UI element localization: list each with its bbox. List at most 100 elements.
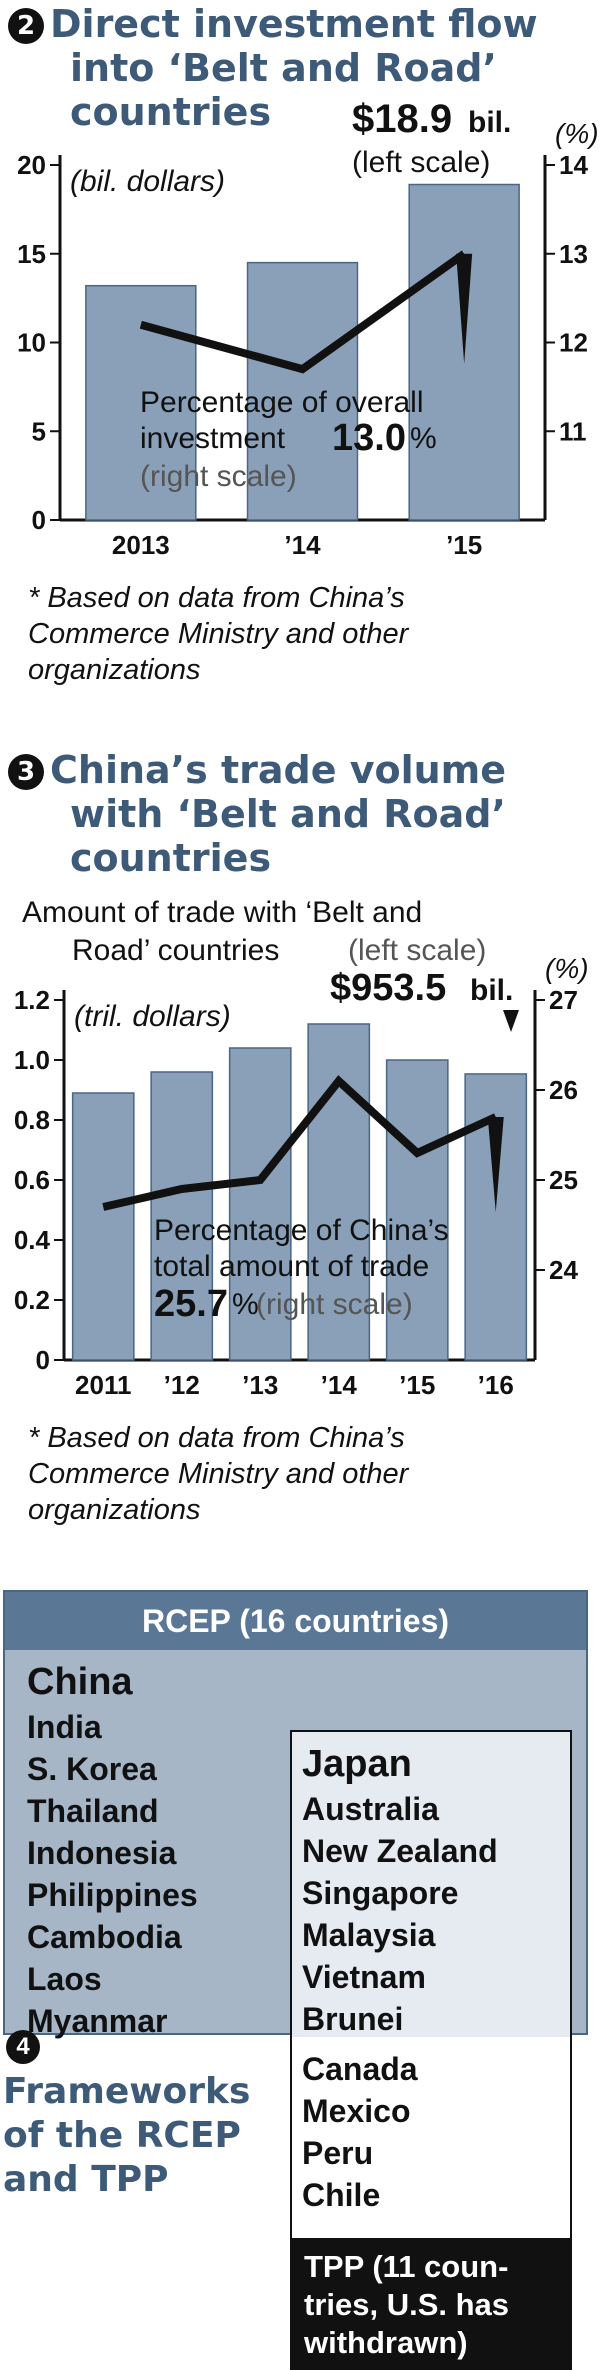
section2-note-line1: * Based on data from China’s xyxy=(28,582,405,614)
right-tick-label: 25 xyxy=(549,1165,578,1195)
line-callout-pointer xyxy=(456,253,473,364)
left-axis-unit: (tril. dollars) xyxy=(74,1000,231,1033)
section4-number-badge: 4 xyxy=(6,2030,40,2064)
line-callout-line1: Percentage of overall xyxy=(140,386,424,419)
series-label-line2: Road’ countries xyxy=(72,934,279,967)
frameworks-title: Frameworks of the RCEP and TPP xyxy=(3,2070,283,2202)
section3-note-line3: organizations xyxy=(28,1494,201,1526)
left-tick-label: 10 xyxy=(17,328,46,358)
left-axis-unit: (bil. dollars) xyxy=(70,165,225,198)
bar xyxy=(150,1071,214,1361)
country-item: Brunei xyxy=(302,2001,404,2037)
bar-callout-unit: bil. xyxy=(470,974,513,1007)
section2-number-badge: 2 xyxy=(8,8,44,44)
left-tick-label: 0 xyxy=(36,1345,50,1375)
x-tick-label: 2013 xyxy=(112,530,170,560)
right-tick-label: 27 xyxy=(549,985,578,1015)
right-tick-label: 11 xyxy=(559,416,587,446)
frameworks-title-line2: of the RCEP xyxy=(3,2115,241,2156)
both-list: Japan Australia New Zealand Singapore Ma… xyxy=(302,1740,498,2040)
frameworks-title-line3: and TPP xyxy=(3,2159,169,2200)
section3-note: * Based on data from China’s Commerce Mi… xyxy=(28,1420,588,1528)
right-tick-label: 14 xyxy=(559,150,588,180)
x-tick-label: ’15 xyxy=(399,1370,435,1400)
line-callout-scale: (right scale) xyxy=(256,1288,413,1321)
left-tick-label: 20 xyxy=(17,150,46,180)
trade-chart: Amount of trade with ‘Belt and Road’ coun… xyxy=(14,896,589,1400)
left-tick-label: 0 xyxy=(32,505,46,535)
percentage-line xyxy=(102,1075,498,1211)
frameworks-title-line1: Frameworks xyxy=(3,2071,251,2112)
left-tick-label: 5 xyxy=(32,416,46,446)
country-item: Singapore xyxy=(302,1875,459,1911)
section2-title-line1: Direct investment flow xyxy=(50,2,538,46)
bar xyxy=(246,261,359,521)
x-tick-label: ’14 xyxy=(321,1370,358,1400)
x-tick-label: ’13 xyxy=(242,1370,278,1400)
line-callout-pointer xyxy=(487,1117,504,1212)
section2-title-line2: into ‘Belt and Road’ xyxy=(70,46,497,90)
right-tick-label: 26 xyxy=(549,1075,578,1105)
country-item: Laos xyxy=(27,1961,102,1997)
tpp-label-line1: TPP (11 coun- xyxy=(304,2249,509,2284)
left-tick-label: 15 xyxy=(17,239,46,269)
line-callout-line2: total amount of trade xyxy=(154,1250,429,1283)
tpp-label: TPP (11 coun- tries, U.S. has withdrawn) xyxy=(292,2238,570,2368)
bar xyxy=(71,1092,135,1361)
series-label-scale: (left scale) xyxy=(348,934,486,967)
section2-note: * Based on data from China’s Commerce Mi… xyxy=(28,580,588,688)
bar-callout-value: $953.5 xyxy=(330,967,446,1009)
series-label-line1: Amount of trade with ‘Belt and xyxy=(22,896,422,929)
frameworks-diagram: RCEP (16 countries) China India S. Korea… xyxy=(0,1590,600,2370)
section2-note-line3: organizations xyxy=(28,654,201,686)
country-item: Mexico xyxy=(302,2093,411,2129)
left-tick-label: 1.0 xyxy=(14,1045,50,1075)
country-item: Thailand xyxy=(27,1793,159,1829)
bar-callout-value: $18.9 xyxy=(352,97,452,141)
rcep-tpp-overlap xyxy=(292,1732,570,2037)
right-tick-label: 24 xyxy=(549,1255,578,1285)
bar xyxy=(464,1073,528,1361)
investment-chart: 0 5 10 15 20 11 12 13 14 (bil. dollars) (%) 2013 ’14… xyxy=(17,97,599,560)
line-callout-pct: % xyxy=(232,1288,259,1321)
x-tick-label: ’12 xyxy=(164,1370,200,1400)
line-callout-pct: % xyxy=(410,422,437,455)
bar xyxy=(385,1059,449,1361)
section3-number-badge: 3 xyxy=(8,754,44,790)
left-tick-label: 0.6 xyxy=(14,1165,50,1195)
right-axis-unit: (%) xyxy=(545,953,589,984)
bar-callout-scale: (left scale) xyxy=(352,146,490,179)
tpp-only-list: Canada Mexico Peru Chile xyxy=(302,2048,418,2216)
right-tick-label: 13 xyxy=(559,239,588,269)
country-china: China xyxy=(27,1661,133,1703)
country-item: Vietnam xyxy=(302,1959,426,1995)
line-callout-scale: (right scale) xyxy=(140,460,297,493)
line-callout-value: 25.7 xyxy=(154,1283,228,1325)
country-item: Myanmar xyxy=(27,2003,168,2039)
section3-title-line2: with ‘Belt and Road’ xyxy=(70,792,506,836)
tpp-box: Japan Australia New Zealand Singapore Ma… xyxy=(290,1730,572,2370)
section3-note-line1: * Based on data from China’s xyxy=(28,1422,405,1454)
rcep-only-list: China India S. Korea Thailand Indonesia … xyxy=(27,1658,198,2042)
country-item: Indonesia xyxy=(27,1835,177,1871)
left-tick-label: 0.2 xyxy=(14,1285,50,1315)
tpp-label-line2: tries, U.S. has xyxy=(304,2287,510,2322)
x-tick-label: ’15 xyxy=(446,530,482,560)
section2-title-line3: countries xyxy=(70,90,272,134)
section3-note-line2: Commerce Ministry and other xyxy=(28,1458,409,1490)
left-tick-label: 0.4 xyxy=(14,1225,51,1255)
country-item: Philippines xyxy=(27,1877,198,1913)
right-axis-unit: (%) xyxy=(555,118,599,149)
left-tick-label: 0.8 xyxy=(14,1105,50,1135)
section3-title: 3 China’s trade volume with ‘Belt and Roa… xyxy=(8,748,593,880)
bar-callout-pointer xyxy=(503,1010,519,1032)
rcep-header: RCEP (16 countries) xyxy=(5,1592,586,1650)
x-tick-label: 2011 xyxy=(75,1370,131,1400)
right-tick-label: 12 xyxy=(559,328,588,358)
section3-title-line1: China’s trade volume xyxy=(50,748,507,792)
country-item: Peru xyxy=(302,2135,374,2171)
section2-title: 2 Direct investment flow into ‘Belt and R… xyxy=(8,2,593,134)
bar-callout-unit: bil. xyxy=(468,106,511,139)
x-tick-label: ’14 xyxy=(284,530,321,560)
country-item: Cambodia xyxy=(27,1919,182,1955)
